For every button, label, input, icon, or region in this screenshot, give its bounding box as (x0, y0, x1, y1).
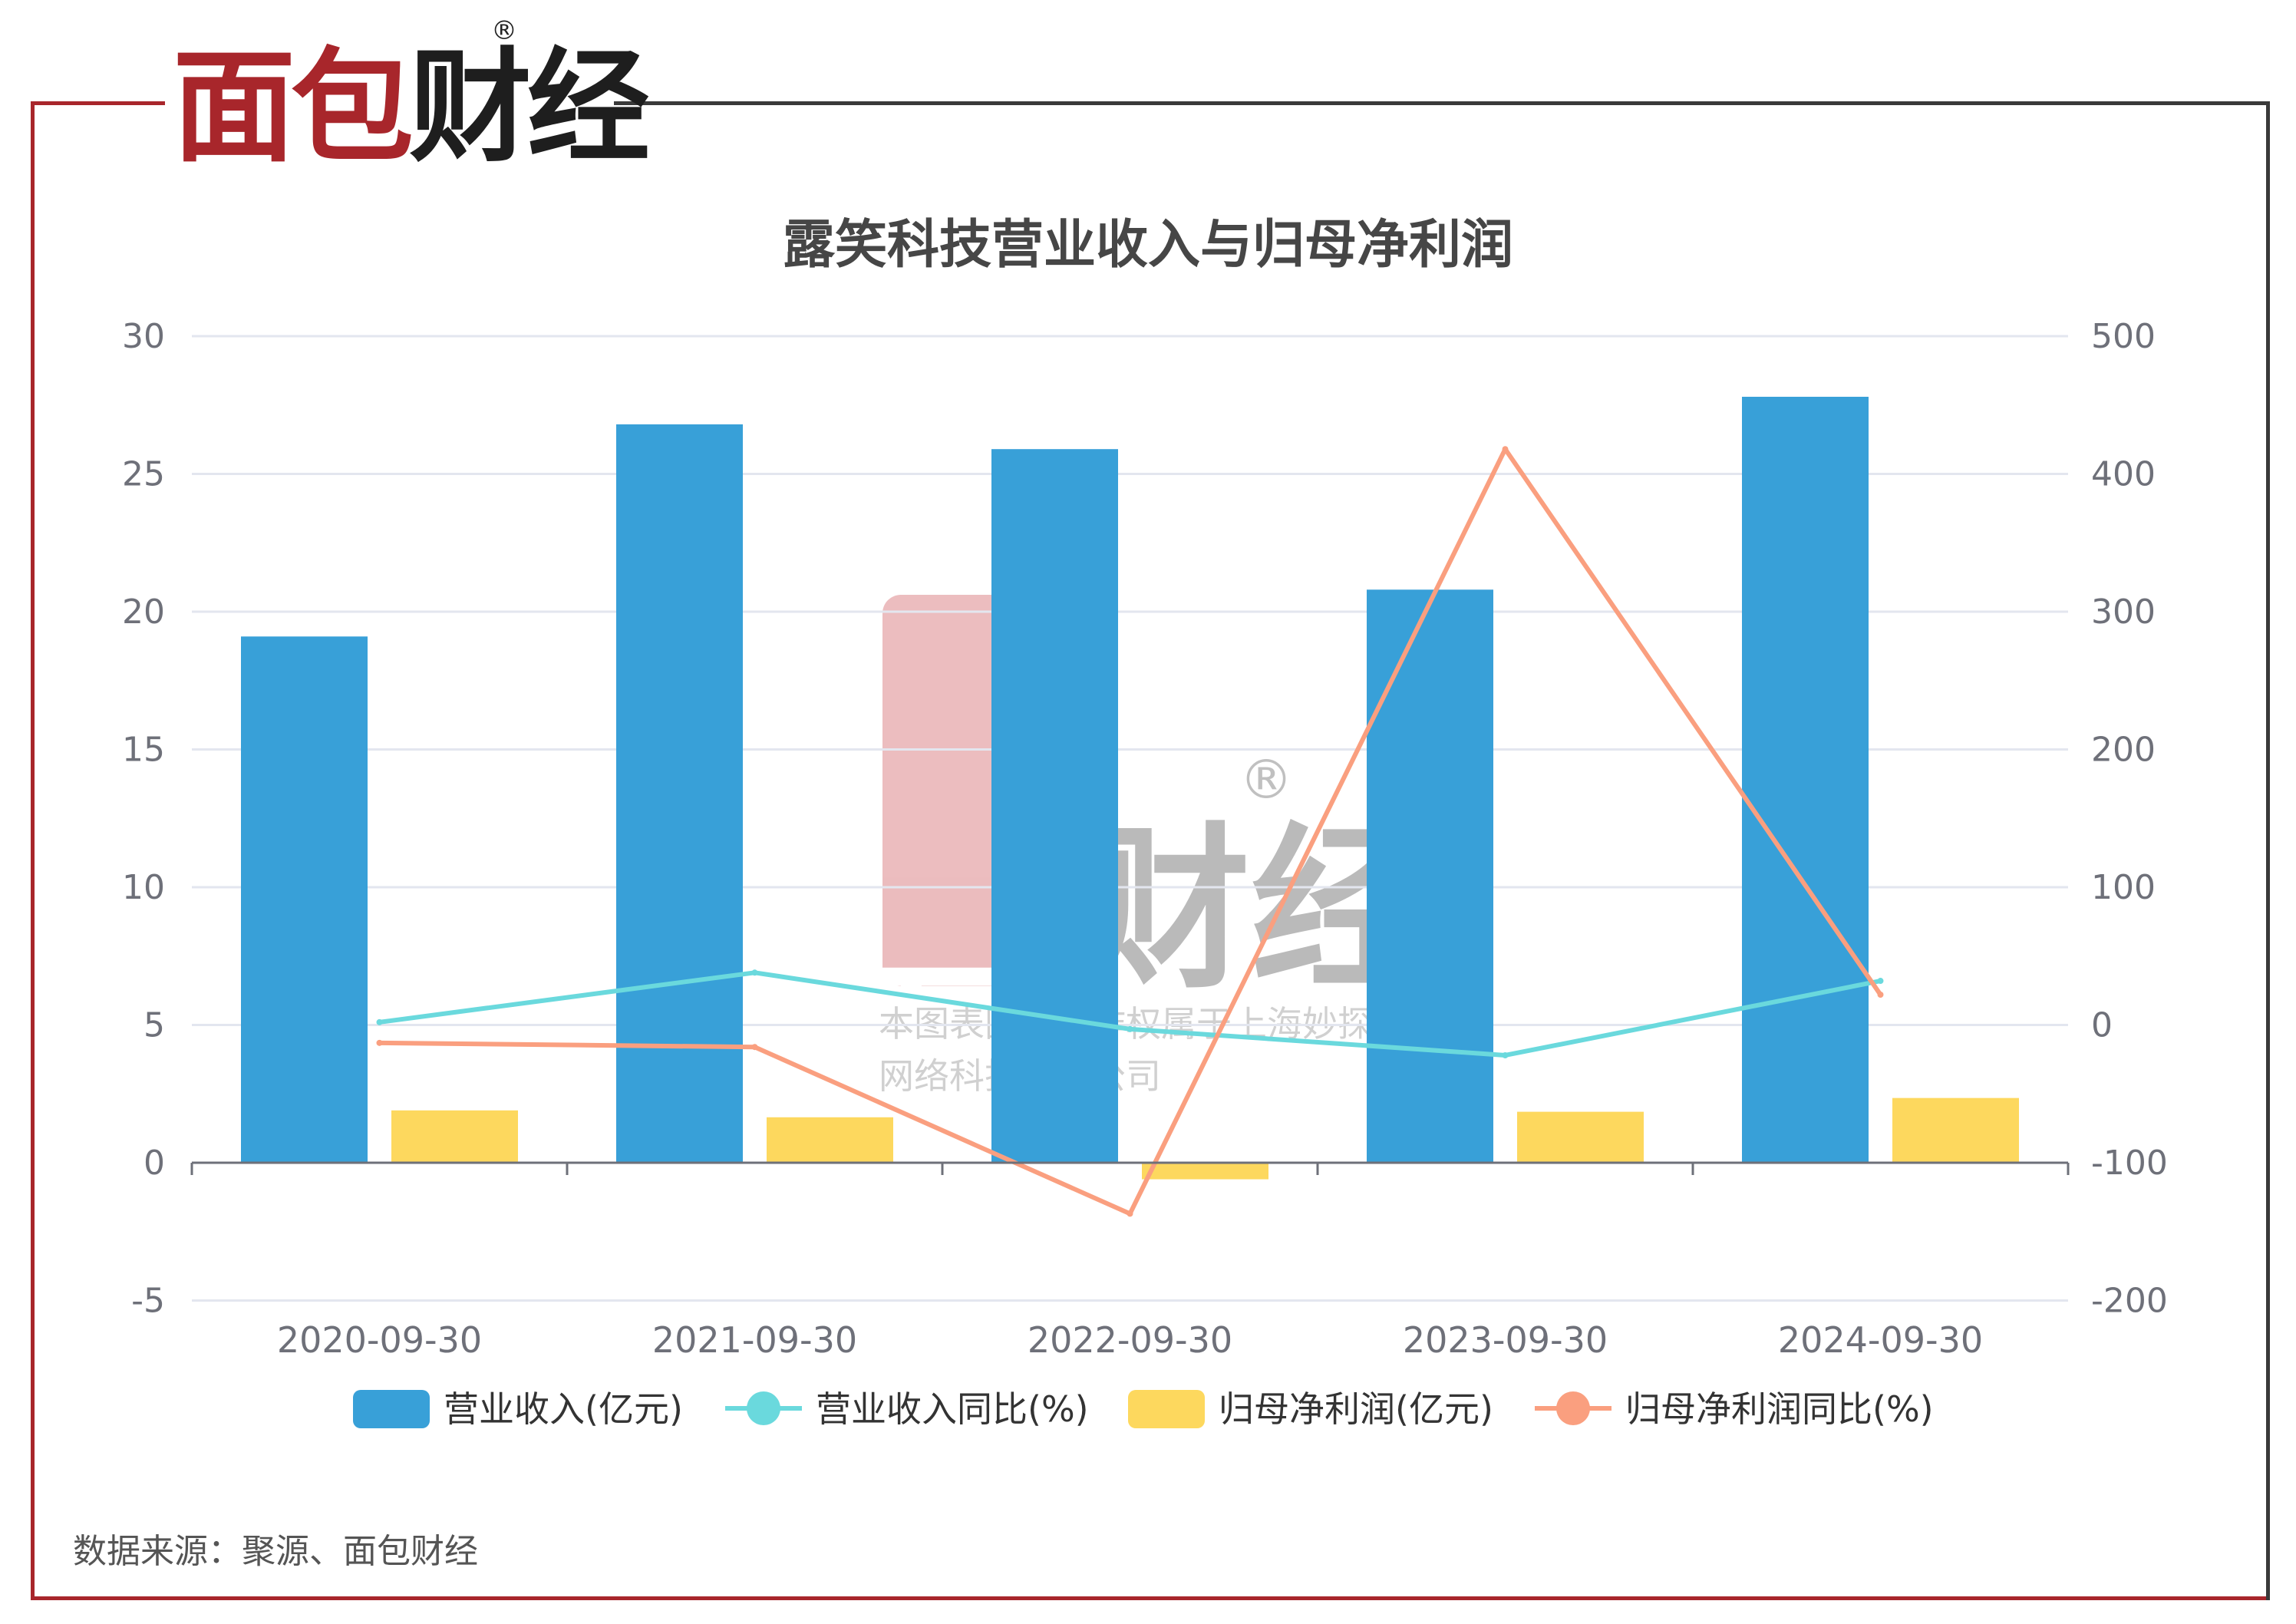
legend: 营业收入(亿元) 营业收入同比(%) 归母净利润(亿元) 归母净利润同比(%) (353, 1388, 1934, 1430)
y-right-tick-label: -200 (2091, 1282, 2168, 1321)
bar (241, 636, 368, 1163)
frame-bottom-border (31, 1596, 2270, 1600)
data-point (1127, 1025, 1133, 1032)
bar (391, 1110, 518, 1163)
y-left-tick-label: 10 (122, 868, 165, 907)
y-left-tick-label: 0 (144, 1144, 165, 1183)
data-point (751, 1044, 758, 1051)
lines (376, 446, 1884, 1217)
logo-registered-mark: ® (491, 15, 517, 46)
y-right-tick-label: 400 (2091, 455, 2156, 494)
y-left-tick-label: 25 (122, 455, 165, 494)
data-point (1502, 446, 1509, 453)
y-right-tick-label: 100 (2091, 868, 2156, 907)
chart-title: 露笑科技营业收入与归母净利润 (783, 215, 1513, 276)
axes: -5 0 5 10 15 20 25 30 -200 -100 0 100 200 300 400 500 20… (122, 317, 2168, 1361)
x-tick-label: 2020-09-30 (277, 1319, 482, 1361)
data-point (376, 1039, 383, 1046)
bar (1142, 1163, 1268, 1180)
x-tick-label: 2022-09-30 (1028, 1319, 1232, 1361)
x-tick-label: 2021-09-30 (652, 1319, 857, 1361)
bar (1367, 589, 1493, 1163)
bars (241, 396, 2019, 1180)
y-left-tick-label: -5 (131, 1282, 165, 1321)
data-point (376, 1018, 383, 1025)
legend-label: 归母净利润同比(%) (1625, 1388, 1934, 1430)
bar (767, 1117, 893, 1163)
data-point (1502, 1051, 1509, 1058)
frame-right-border (2266, 101, 2270, 1600)
y-left-tick-label: 15 (122, 731, 165, 770)
brand-logo: 面包 财经 ® (173, 15, 650, 179)
y-left-tick-label: 20 (122, 592, 165, 632)
data-point (1877, 978, 1884, 985)
y-right-tick-label: 500 (2091, 317, 2156, 356)
frame-top-right-border (614, 101, 2270, 105)
y-right-tick-label: 0 (2091, 1006, 2113, 1045)
legend-label: 营业收入(亿元) (444, 1388, 683, 1430)
bar (1517, 1111, 1644, 1163)
legend-swatch (353, 1390, 430, 1428)
bar (616, 424, 743, 1163)
legend-label: 营业收入同比(%) (816, 1388, 1089, 1430)
bar (1892, 1098, 2019, 1163)
watermark-registered: ® (1239, 748, 1293, 811)
y-right-tick-label: 300 (2091, 592, 2156, 632)
legend-marker (1556, 1391, 1590, 1425)
data-point (751, 969, 758, 976)
legend-marker (747, 1391, 780, 1425)
frame-top-left-border (31, 101, 165, 105)
legend-swatch (1128, 1390, 1205, 1428)
y-right-tick-label: -100 (2091, 1144, 2168, 1183)
data-point (1127, 1210, 1133, 1217)
legend-label: 归母净利润(亿元) (1219, 1388, 1493, 1430)
x-tick-label: 2024-09-30 (1778, 1319, 1983, 1361)
y-left-tick-label: 5 (144, 1006, 165, 1045)
data-source-note: 数据来源：聚源、面包财经 (73, 1532, 478, 1571)
logo-part1: 面包 (173, 35, 414, 179)
frame-left-border (31, 101, 35, 1600)
x-tick-label: 2023-09-30 (1403, 1319, 1608, 1361)
y-left-tick-label: 30 (122, 317, 165, 356)
bar (1742, 396, 1869, 1163)
data-point (1877, 992, 1884, 998)
bar (991, 449, 1118, 1163)
logo-part2: 财经 (409, 35, 650, 179)
y-right-tick-label: 200 (2091, 731, 2156, 770)
